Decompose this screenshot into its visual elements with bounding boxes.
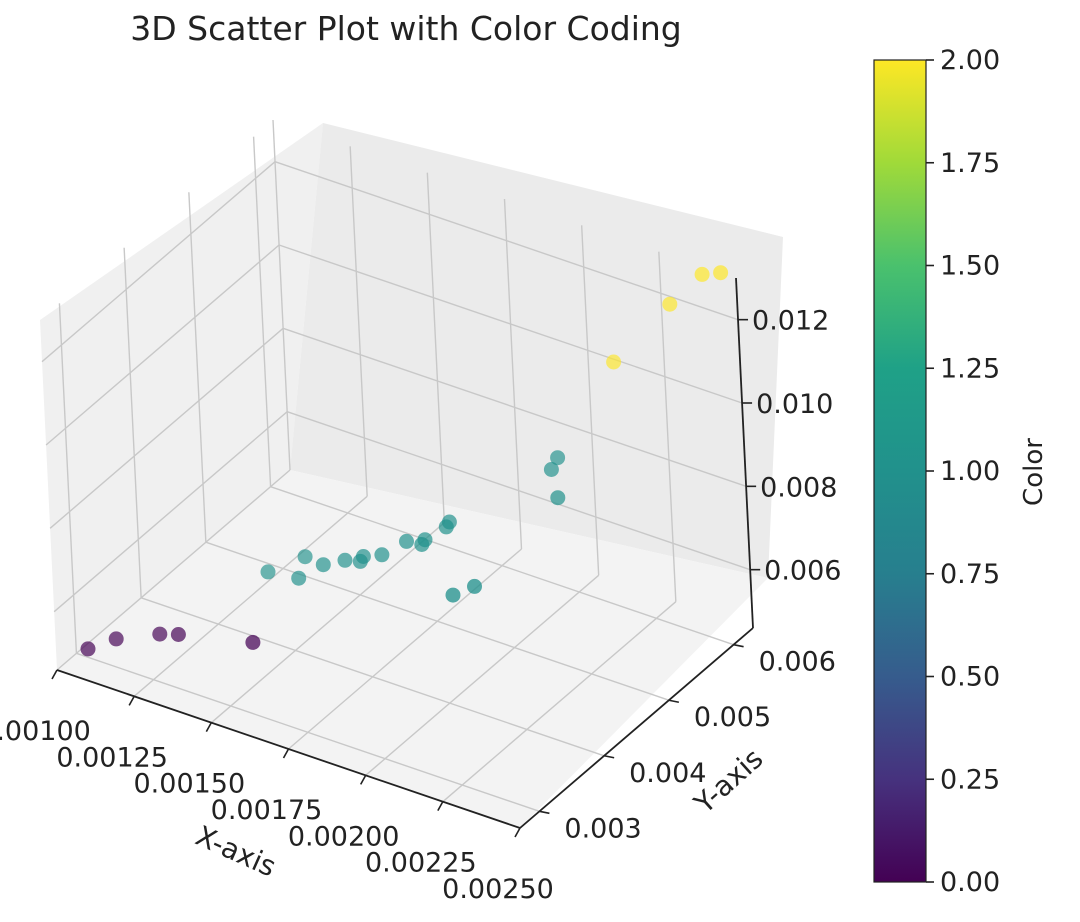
scatter-point bbox=[260, 564, 276, 580]
z-gridline bbox=[41, 161, 276, 363]
y-tick-label: 0.005 bbox=[694, 702, 771, 733]
y-gridline bbox=[76, 652, 540, 812]
z-tick-label: 0.012 bbox=[752, 306, 829, 337]
x-tick-mark bbox=[282, 748, 290, 759]
colorbar-ticks: 0.00 0.25 0.50 0.75 1.00 1.25 1.50 1.75 2.00 bbox=[926, 45, 1000, 898]
x-gridline bbox=[133, 495, 368, 697]
scatter-point bbox=[694, 266, 710, 282]
x-gridline bbox=[288, 548, 522, 750]
x-gridline bbox=[365, 574, 600, 776]
y-axis-ticks: 0.003 0.004 0.005 0.006 bbox=[539, 643, 836, 844]
scatter-point bbox=[374, 547, 390, 563]
x-tick-label: 0.00150 bbox=[134, 769, 246, 800]
x-tick-mark bbox=[514, 827, 521, 838]
y-tick-mark bbox=[539, 810, 550, 815]
y-tick-mark bbox=[603, 754, 615, 759]
y-tick-label: 0.003 bbox=[564, 813, 641, 844]
colorbar-tick-label: 0.00 bbox=[940, 867, 1000, 898]
colorbar bbox=[873, 59, 927, 883]
floor-pane bbox=[57, 470, 768, 828]
x-tick-mark bbox=[128, 695, 135, 706]
scatter-point bbox=[108, 631, 124, 647]
colorbar-tick-label: 0.25 bbox=[940, 764, 1000, 795]
colorbar-tick-label: 0.75 bbox=[940, 559, 1000, 590]
z-tick-label: 0.008 bbox=[760, 472, 837, 503]
scatter-point bbox=[399, 533, 414, 549]
x-tick-mark bbox=[359, 774, 367, 785]
z-gridline bbox=[278, 244, 743, 404]
x-gridline bbox=[56, 469, 291, 671]
y-tick-label: 0.006 bbox=[759, 647, 836, 678]
chart-title: 3D Scatter Plot with Color Coding bbox=[130, 9, 682, 48]
scatter-point bbox=[438, 519, 454, 535]
x-tick-mark bbox=[205, 722, 213, 733]
z-gridline bbox=[53, 411, 288, 613]
x-gridline bbox=[210, 522, 445, 724]
z-gridline bbox=[274, 161, 739, 321]
z-gridline bbox=[45, 244, 280, 446]
scatter-point bbox=[550, 450, 566, 466]
x-axis-ticks: 0.001000.001250.001500.001750.002000.002… bbox=[0, 669, 554, 905]
x-tick-label: 0.00250 bbox=[442, 874, 554, 905]
y-tick-label: 0.004 bbox=[629, 758, 706, 789]
colorbar-tick-label: 2.00 bbox=[940, 45, 1000, 76]
scatter-point bbox=[713, 265, 729, 281]
back-pane-yz bbox=[40, 123, 323, 670]
scatter-point bbox=[80, 641, 96, 657]
scatter-point bbox=[170, 627, 186, 642]
x-tick-label: 0.00200 bbox=[288, 821, 400, 852]
y-gridline bbox=[270, 486, 734, 646]
scatter-point bbox=[352, 553, 368, 569]
x-tick-label: 0.00125 bbox=[56, 742, 168, 773]
y-tick-mark bbox=[733, 643, 744, 648]
colorbar-tick-label: 1.25 bbox=[940, 353, 1000, 384]
scatter-point bbox=[445, 587, 461, 603]
x-axis-label: X-axis bbox=[191, 819, 281, 883]
z-gridline bbox=[282, 327, 747, 487]
scatter-point bbox=[414, 537, 430, 552]
z-axis-ticks: 0.006 0.008 0.010 0.012 bbox=[738, 306, 841, 587]
y-gridline bbox=[140, 597, 605, 757]
colorbar-tick-label: 1.00 bbox=[940, 456, 1000, 487]
scatter-point bbox=[297, 549, 313, 565]
scatter-point bbox=[152, 626, 168, 642]
y-gridline bbox=[205, 541, 670, 701]
y-tick-mark bbox=[668, 699, 680, 704]
colorbar-tick-label: 1.75 bbox=[940, 148, 1000, 179]
scatter-point bbox=[337, 552, 353, 568]
colorbar-tick-label: 1.50 bbox=[940, 251, 1000, 282]
colorbar-tick-label: 0.50 bbox=[940, 662, 1000, 693]
z-gridline bbox=[286, 411, 751, 571]
scatter-point bbox=[543, 462, 559, 477]
scatter-point bbox=[467, 578, 482, 594]
scatter-point bbox=[291, 570, 307, 586]
scatter-point bbox=[550, 490, 566, 506]
z-tick-label: 0.006 bbox=[764, 556, 841, 587]
scatter-point bbox=[662, 296, 678, 312]
x-tick-mark bbox=[437, 801, 444, 812]
x-tick-label: 0.00225 bbox=[365, 848, 477, 879]
back-pane-xz bbox=[290, 123, 783, 578]
x-gridline bbox=[442, 601, 677, 803]
z-tick-label: 0.010 bbox=[756, 389, 833, 420]
x-tick-label: 0.00175 bbox=[211, 795, 323, 826]
x-tick-mark bbox=[51, 669, 58, 680]
colorbar-label: Color bbox=[1019, 438, 1049, 506]
x-tick-label: 0.00100 bbox=[0, 716, 91, 747]
scatter-point bbox=[606, 354, 622, 370]
scatter-points bbox=[80, 265, 729, 657]
scatter-point bbox=[315, 557, 331, 573]
z-gridline bbox=[49, 327, 284, 529]
y-axis-line bbox=[519, 627, 754, 829]
scatter-point bbox=[245, 634, 261, 650]
